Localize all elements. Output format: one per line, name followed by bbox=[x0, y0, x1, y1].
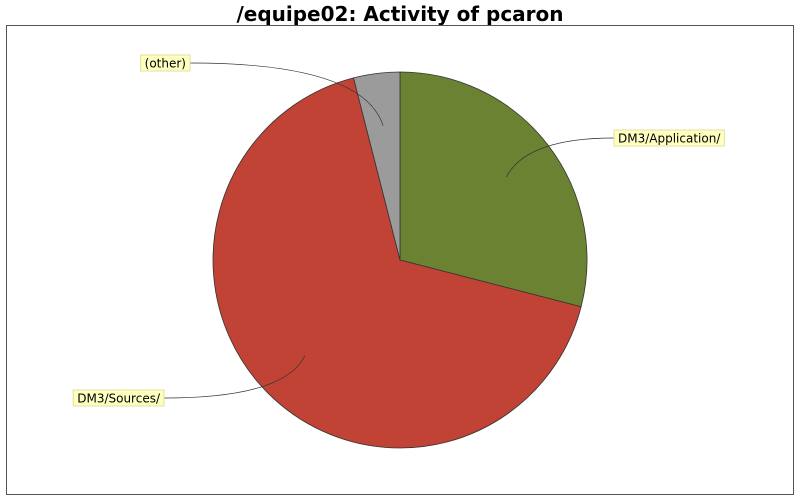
slice-label-box-0 bbox=[613, 129, 725, 147]
slice-label-box-2 bbox=[140, 54, 191, 72]
pie-slices bbox=[212, 71, 588, 449]
pie-slice-0 bbox=[399, 71, 588, 308]
slice-label-2: (other) bbox=[145, 57, 186, 71]
pie-labels: DM3/Application/DM3/Sources/ (other) bbox=[72, 54, 725, 407]
leader-line-1 bbox=[163, 355, 306, 399]
slice-label-1: DM3/Sources/ bbox=[77, 392, 161, 406]
pie-slice-1 bbox=[212, 77, 582, 449]
leader-line-2 bbox=[189, 62, 384, 126]
slice-label-0: DM3/Application/ bbox=[618, 132, 721, 146]
leader-line-0 bbox=[506, 137, 615, 178]
slice-label-box-1 bbox=[72, 389, 165, 407]
chart-title: /equipe02: Activity of pcaron bbox=[236, 2, 564, 26]
pie-slice-2 bbox=[353, 71, 401, 261]
